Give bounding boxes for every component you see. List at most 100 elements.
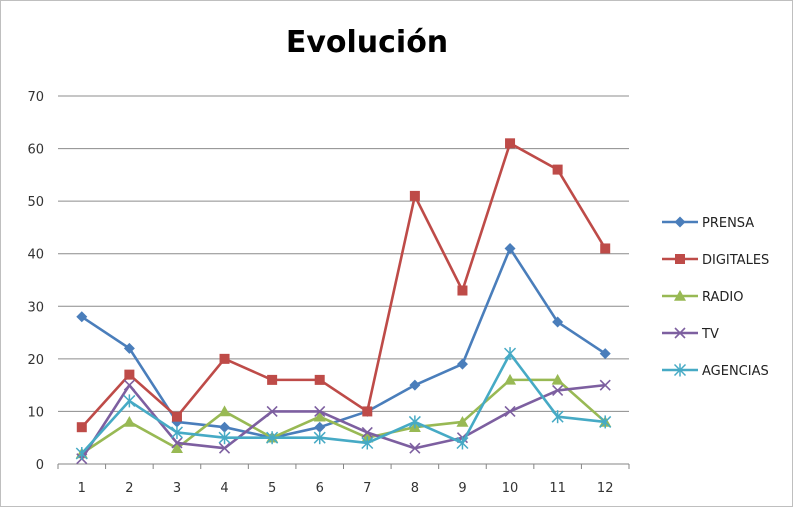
chart-title: Evolución (286, 25, 448, 60)
legend-item-agencias: AGENCIAS (662, 363, 769, 379)
y-tick-label-10: 10 (27, 405, 44, 420)
data-point-agencias-9 (456, 436, 469, 450)
data-point-radio-4 (218, 405, 231, 417)
data-point-radio-9 (456, 415, 469, 427)
data-point-tv-10 (504, 405, 516, 417)
x-tick-label-2: 2 (125, 481, 133, 496)
x-tick-label-8: 8 (411, 481, 419, 496)
data-point-radio-2 (123, 415, 136, 427)
data-point-tv-6 (314, 405, 326, 417)
x-tick-label-4: 4 (220, 481, 228, 496)
data-point-prensa-11 (552, 316, 564, 328)
gridlines (58, 95, 629, 465)
data-point-radio-3 (170, 442, 183, 454)
legend-item-prensa: PRENSA (662, 216, 754, 231)
data-point-digitales-1 (76, 422, 87, 433)
series-group (75, 138, 612, 465)
legend-marker-agencias (673, 363, 687, 377)
data-point-prensa-8 (409, 379, 421, 391)
data-point-digitales-9 (457, 285, 468, 296)
y-tick-label-40: 40 (27, 248, 44, 263)
data-point-digitales-3 (171, 411, 182, 422)
legend-marker-radio (674, 290, 686, 301)
data-point-agencias-4 (218, 431, 231, 445)
legend-item-radio: RADIO (662, 290, 743, 305)
data-point-tv-3 (171, 437, 183, 449)
data-point-prensa-9 (456, 358, 468, 370)
data-point-radio-10 (504, 373, 517, 385)
legend-marker-tv (674, 327, 686, 339)
y-tick-label-60: 60 (27, 143, 44, 158)
data-point-agencias-6 (313, 431, 326, 445)
data-point-agencias-3 (170, 425, 183, 439)
series-line-tv (80, 383, 606, 460)
data-point-agencias-12 (599, 415, 612, 429)
x-tick-label-5: 5 (268, 481, 276, 496)
data-point-agencias-2 (123, 394, 136, 408)
data-point-radio-6 (313, 410, 326, 422)
data-point-prensa-1 (76, 311, 88, 323)
data-point-agencias-11 (551, 410, 564, 424)
y-tick-label-30: 30 (27, 300, 44, 315)
series-line-digitales (80, 142, 607, 429)
legend-label-tv: TV (701, 327, 719, 342)
legend-label-agencias: AGENCIAS (702, 364, 769, 379)
data-point-digitales-5 (267, 374, 278, 385)
data-point-tv-7 (361, 426, 373, 439)
x-tick-label-3: 3 (173, 481, 181, 496)
y-tick-label-70: 70 (27, 90, 44, 105)
data-point-tv-8 (409, 442, 421, 454)
data-point-tv-11 (552, 384, 564, 396)
legend-label-prensa: PRENSA (702, 216, 754, 231)
data-point-agencias-8 (408, 415, 421, 429)
series-line-prensa (81, 247, 606, 440)
series-line-radio (81, 378, 607, 455)
x-tick-label-7: 7 (363, 481, 371, 496)
data-point-tv-12 (599, 379, 611, 391)
legend-marker-prensa (674, 216, 686, 228)
data-point-agencias-5 (266, 431, 279, 445)
x-tick-label-6: 6 (316, 481, 324, 496)
data-point-agencias-1 (75, 446, 88, 460)
legend-marker-digitales (675, 254, 685, 264)
data-point-tv-5 (266, 405, 278, 417)
data-point-digitales-4 (219, 353, 230, 364)
data-point-digitales-7 (362, 406, 373, 417)
data-point-prensa-10 (504, 242, 516, 254)
data-point-tv-4 (218, 442, 231, 454)
series-agencias (75, 347, 612, 460)
series-line-agencias (80, 352, 606, 455)
data-point-prensa-6 (314, 421, 326, 433)
data-point-digitales-12 (600, 243, 611, 254)
y-tick-label-50: 50 (27, 195, 44, 210)
x-tick-label-1: 1 (78, 481, 86, 496)
data-point-prensa-12 (599, 348, 611, 360)
series-prensa (76, 242, 611, 444)
x-tick-label-9: 9 (458, 481, 466, 496)
x-tick-label-11: 11 (549, 481, 566, 496)
data-point-tv-2 (123, 379, 135, 391)
x-tick-label-10: 10 (502, 481, 519, 496)
legend-item-tv: TV (662, 327, 719, 342)
legend-label-radio: RADIO (702, 290, 743, 305)
y-tick-label-20: 20 (27, 353, 44, 368)
data-point-prensa-4 (219, 421, 231, 433)
legend-label-digitales: DIGITALES (702, 253, 769, 268)
data-point-digitales-8 (409, 190, 420, 201)
y-tick-label-0: 0 (36, 458, 44, 473)
data-point-agencias-7 (361, 436, 374, 450)
series-digitales (76, 138, 611, 433)
data-point-digitales-2 (124, 369, 135, 380)
legend-item-digitales: DIGITALES (662, 253, 769, 268)
data-point-radio-11 (551, 373, 564, 385)
data-point-prensa-2 (123, 342, 135, 354)
data-point-digitales-11 (552, 164, 563, 175)
data-point-digitales-10 (505, 138, 516, 149)
data-point-digitales-6 (314, 374, 325, 385)
data-point-agencias-10 (504, 347, 517, 361)
legend: PRENSA DIGITALES RADIO TV AGENCIAS (662, 216, 769, 379)
x-tick-label-12: 12 (597, 481, 614, 496)
